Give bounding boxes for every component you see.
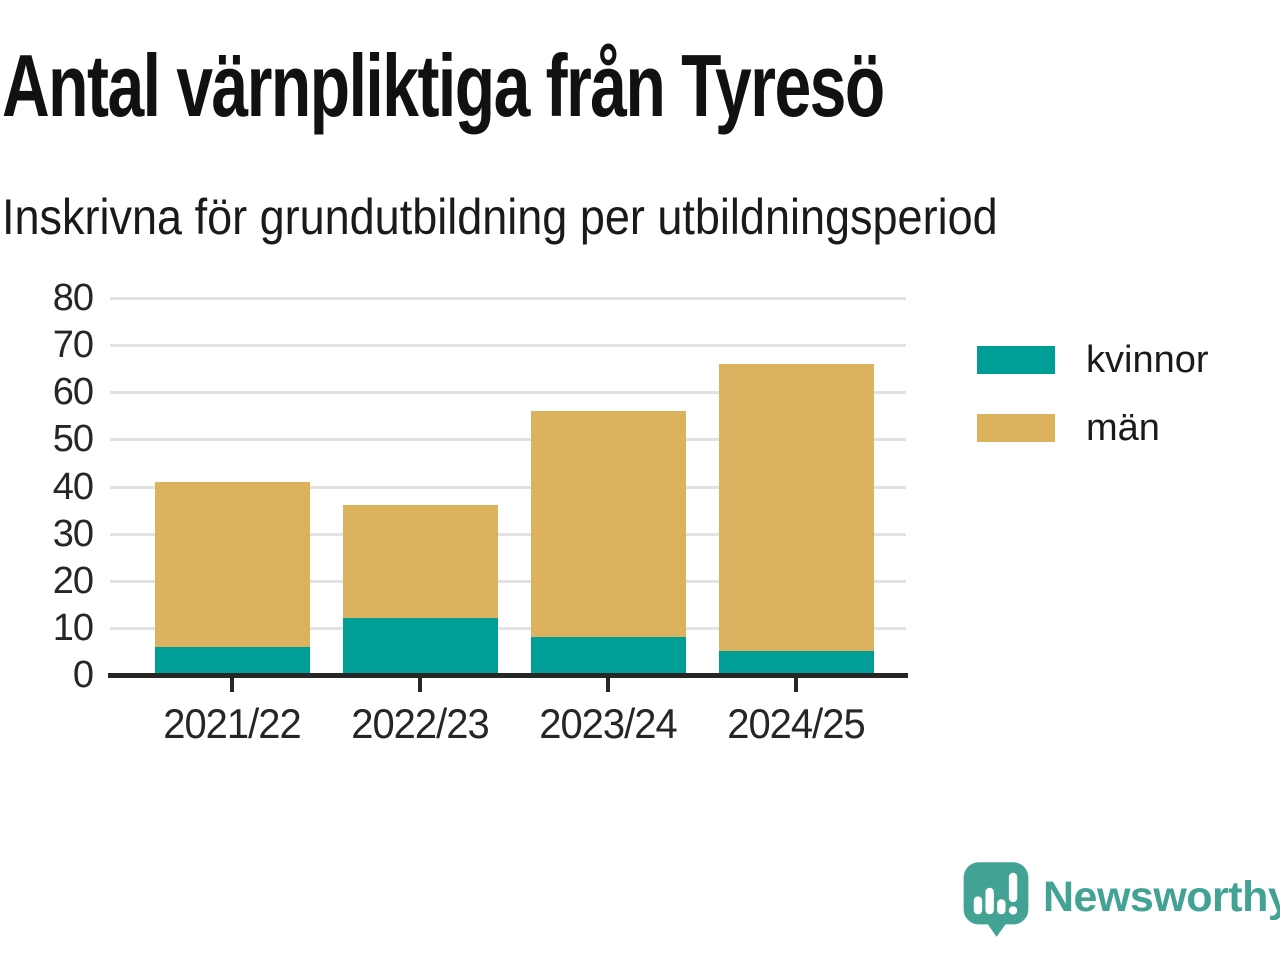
newsworthy-wordmark: Newsworthy [1043,873,1280,921]
legend-item-kvinnor: kvinnor [977,341,1209,379]
bar-segment-kvinnor-2023/24 [531,637,686,675]
gridline-10 [110,627,906,630]
y-axis-tick-label: 50 [52,418,94,460]
y-axis-tick-label: 20 [52,560,94,602]
bar-segment-kvinnor-2024/25 [719,651,874,675]
x-axis-line [108,673,908,678]
x-axis-tick [794,678,798,692]
gridline-20 [110,580,906,583]
y-axis-tick-label: 0 [72,654,94,696]
chart-title: Antal värnpliktiga från Tyresö [2,36,885,135]
legend-item-man: män [977,409,1209,447]
legend-swatch-man [977,414,1055,442]
bar-segment-män-2024/25 [719,364,874,651]
y-axis-tick-label: 30 [52,513,94,555]
bar-segment-män-2021/22 [155,482,310,647]
x-axis-tick [418,678,422,692]
bar-segment-kvinnor-2021/22 [155,647,310,675]
gridline-80 [110,297,906,300]
gridline-60 [110,391,906,394]
bar-segment-män-2023/24 [531,411,686,637]
gridline-30 [110,533,906,536]
chart-subtitle: Inskrivna för grundutbildning per utbild… [2,189,998,245]
x-axis-tick-label: 2024/25 [727,700,866,747]
x-axis-tick-label: 2023/24 [539,700,678,747]
x-axis-tick [230,678,234,692]
legend-label: män [1086,407,1160,449]
x-axis-tick-label: 2022/23 [351,700,490,747]
y-axis-tick-label: 60 [52,371,94,413]
gridline-40 [110,486,906,489]
x-axis-tick [606,678,610,692]
gridline-70 [110,344,906,347]
gridline-50 [110,438,906,441]
legend-swatch-kvinnor [977,346,1055,374]
bar-segment-män-2022/23 [343,505,498,618]
bar-segment-kvinnor-2022/23 [343,618,498,675]
legend: kvinnor män [977,341,1209,447]
y-axis-tick-label: 10 [52,607,94,649]
x-axis-tick-label: 2021/22 [163,700,302,747]
legend-label: kvinnor [1086,339,1209,381]
y-axis-tick-label: 80 [52,277,94,319]
y-axis-tick-label: 70 [52,324,94,366]
newsworthy-logo-icon [963,862,1029,937]
newsworthy-brand: Newsworthy [961,860,1280,938]
y-axis-tick-label: 40 [52,466,94,508]
